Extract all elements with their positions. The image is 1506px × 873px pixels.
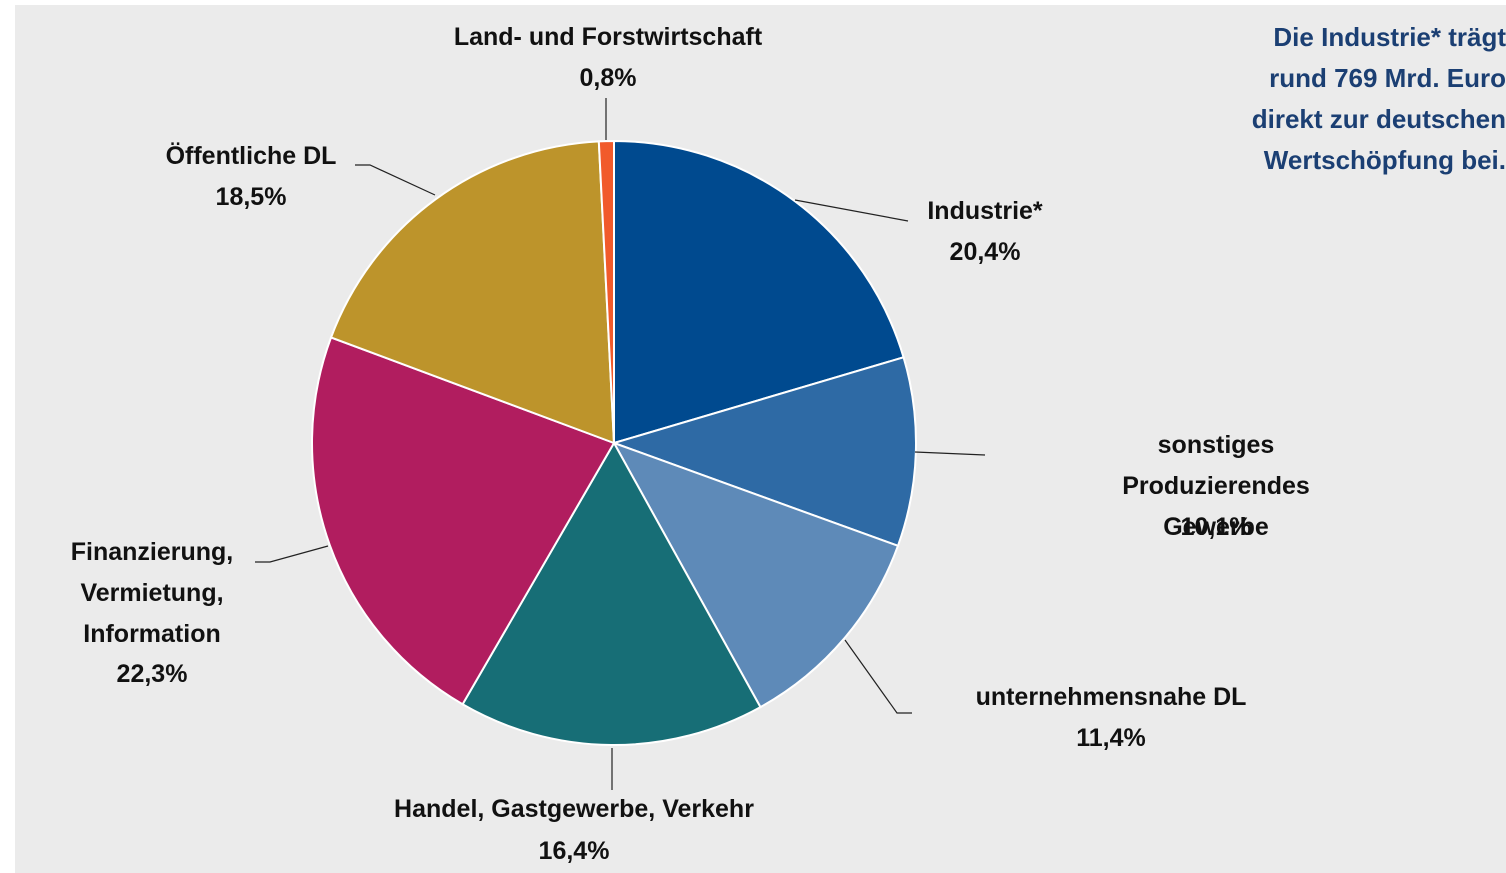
- pie-slice: [329, 140, 616, 445]
- slice-label: Finanzierung, Vermietung, Information: [70, 538, 234, 648]
- leader-line: [844, 639, 912, 714]
- pie-slice: [311, 336, 616, 706]
- slice-label: Industrie*: [927, 197, 1043, 225]
- value-label: 16,4%: [538, 837, 610, 865]
- slice-label: unternehmensnahe DL: [975, 683, 1247, 711]
- value-label: 11,4%: [1076, 724, 1146, 752]
- value-label: 18,5%: [215, 183, 287, 211]
- pie-slice: [613, 139, 905, 445]
- leader-line: [255, 545, 329, 563]
- value-label: 20,4%: [949, 238, 1021, 266]
- annotation: Die Industrie* trägt rund 769 Mrd. Euro …: [1251, 22, 1506, 175]
- slice-label: Land- und Forstwirtschaft: [453, 23, 763, 51]
- value-label: 10,1%: [1180, 513, 1252, 541]
- pie-slice: [597, 139, 615, 444]
- leader-line: [794, 199, 909, 222]
- pie-slice: [611, 441, 900, 709]
- slice-label: Öffentliche DL: [165, 142, 337, 170]
- pie-slice: [461, 440, 762, 746]
- slice-label: sonstiges Produzierendes Gewerbe: [1122, 431, 1310, 541]
- slice-label: Handel, Gastgewerbe, Verkehr: [394, 795, 754, 823]
- value-label: 22,3%: [116, 660, 188, 688]
- leader-line: [914, 451, 986, 456]
- value-label: 0,8%: [579, 64, 637, 92]
- leader-line: [355, 164, 436, 196]
